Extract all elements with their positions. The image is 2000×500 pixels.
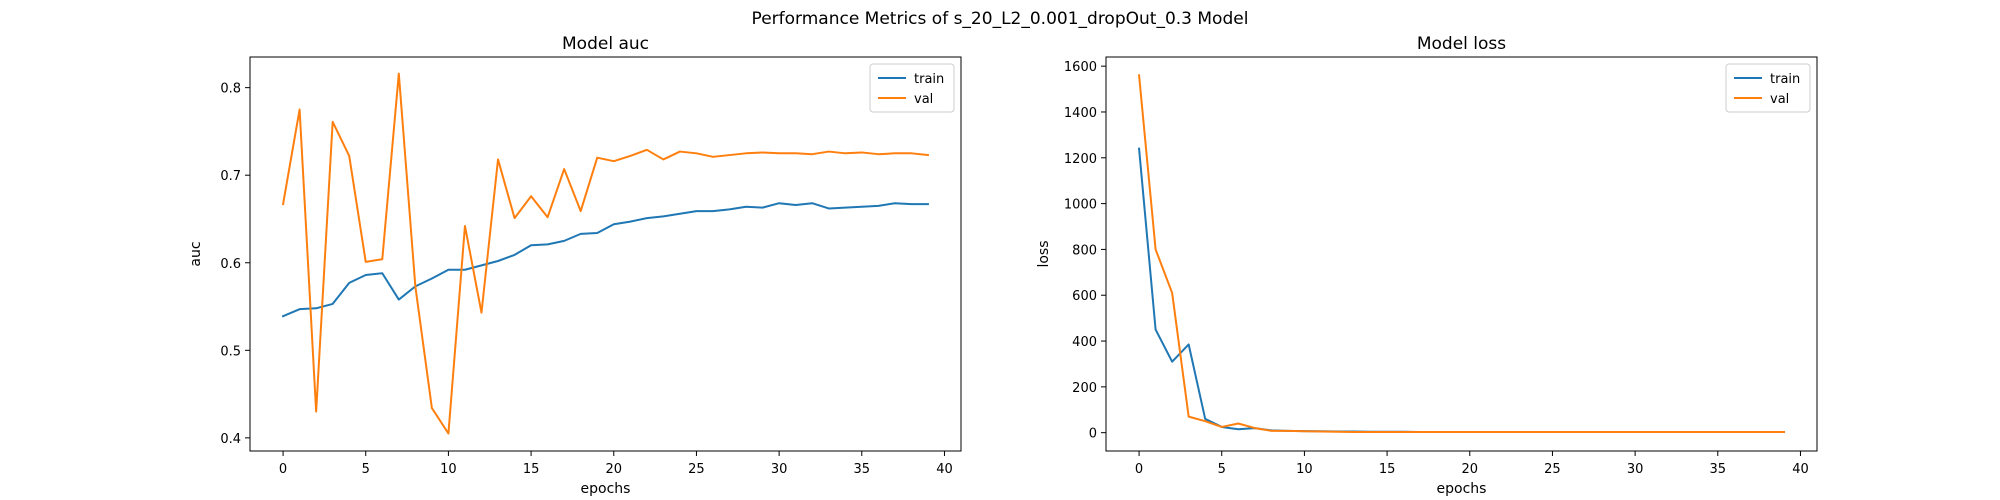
auc-x-tick-label: 25 [688, 462, 705, 477]
loss-x-tick-label: 40 [1792, 462, 1809, 477]
loss-y-tick-label: 1000 [1064, 198, 1097, 213]
loss-x-tick-label: 0 [1135, 462, 1143, 477]
auc-x-tick-label: 0 [279, 462, 287, 477]
loss-y-tick-label: 0 [1089, 427, 1097, 442]
loss-y-tick-label: 1600 [1064, 60, 1097, 75]
loss-y-tick-label: 400 [1072, 335, 1097, 350]
loss-x-tick-label: 35 [1710, 462, 1727, 477]
loss-plot-title: Model loss [1417, 34, 1506, 54]
subplot-auc: Model auc 0 5 10 15 20 25 30 35 40 0.4 0.5 0.6 0.7 0.8… [188, 34, 962, 497]
loss-legend-label-val: val [1770, 92, 1789, 107]
loss-y-tick-label: 800 [1072, 243, 1097, 258]
auc-y-axis-label: auc [188, 241, 204, 266]
loss-legend-box [1725, 63, 1811, 113]
auc-series-line-train [281, 202, 929, 318]
loss-x-tick-label: 20 [1461, 462, 1478, 477]
auc-x-tick-label: 40 [936, 462, 953, 477]
auc-y-tick-label: 0.8 [220, 82, 241, 97]
loss-x-tick-label: 10 [1296, 462, 1313, 477]
auc-x-tick-label: 35 [854, 462, 871, 477]
loss-x-axis-label: epochs [1437, 481, 1487, 497]
loss-x-tick-label: 15 [1379, 462, 1396, 477]
loss-legend: train val [1725, 63, 1811, 113]
loss-y-tick-label: 1200 [1064, 152, 1097, 167]
auc-x-tick-label: 20 [605, 462, 622, 477]
loss-axes-frame [1105, 56, 1818, 452]
auc-y-tick-label: 0.6 [220, 257, 241, 272]
loss-x-tick-label: 30 [1627, 462, 1644, 477]
auc-axes-frame [249, 56, 962, 452]
auc-x-tick-label: 15 [523, 462, 540, 477]
loss-y-tick-label: 1400 [1064, 106, 1097, 121]
loss-y-tick-label: 200 [1072, 381, 1097, 396]
auc-legend-box [869, 63, 955, 113]
loss-x-tick-label: 25 [1544, 462, 1561, 477]
auc-x-tick-label: 5 [362, 462, 370, 477]
loss-y-axis-label: loss [1036, 240, 1052, 267]
loss-y-tick-label: 600 [1072, 289, 1097, 304]
subplots: Model auc 0 5 10 15 20 25 30 35 40 0.4 0.5 0.6 0.7 0.8… [188, 34, 1818, 497]
auc-legend-label-val: val [914, 92, 933, 107]
loss-series-line-train [1137, 147, 1785, 433]
auc-y-tick-label: 0.5 [220, 344, 241, 359]
auc-y-tick-label: 0.4 [220, 432, 241, 447]
auc-plot-title: Model auc [562, 34, 649, 54]
auc-x-axis-label: epochs [581, 481, 631, 497]
loss-x-tick-label: 5 [1218, 462, 1226, 477]
auc-legend-label-train: train [914, 72, 944, 87]
figure-suptitle: Performance Metrics of s_20_L2_0.001_dro… [752, 9, 1249, 29]
auc-series-line-val [281, 72, 930, 435]
auc-legend: train val [869, 63, 955, 113]
auc-x-tick-label: 30 [771, 462, 788, 477]
auc-x-tick-label: 10 [440, 462, 457, 477]
loss-legend-label-train: train [1770, 72, 1800, 87]
loss-series-line-val [1137, 74, 1785, 433]
auc-y-tick-label: 0.7 [220, 169, 241, 184]
